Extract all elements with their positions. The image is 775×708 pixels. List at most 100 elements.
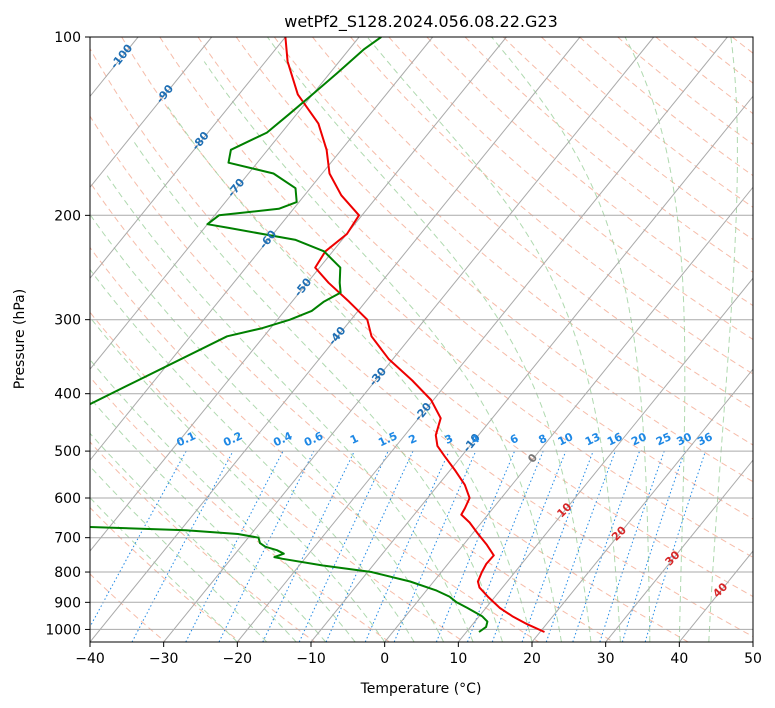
isotherm (531, 368, 753, 642)
dry-adiabat (90, 246, 540, 642)
y-tick-label: 500 (54, 444, 81, 460)
mixing-ratio-line (131, 450, 234, 642)
mixing-ratio-line (325, 450, 414, 642)
dry-adiabat (90, 311, 465, 642)
moist-adiabat (90, 465, 268, 642)
isotherm (90, 37, 581, 642)
x-tick-label: 10 (449, 651, 467, 667)
dry-adiabat (731, 37, 753, 54)
y-tick-label: 400 (54, 387, 81, 403)
dry-adiabat (90, 47, 753, 638)
x-tick-label: −10 (296, 651, 326, 667)
dry-adiabat (464, 37, 753, 273)
y-tick-label: 1000 (45, 622, 81, 638)
isotherm (90, 37, 360, 370)
isotherm (90, 37, 213, 189)
dry-adiabat (388, 37, 753, 341)
dry-adiabat (350, 37, 753, 375)
isotherm (90, 37, 434, 461)
moist-adiabat (90, 268, 415, 642)
dry-adiabat (159, 37, 753, 558)
mixing-ratio-line (262, 450, 355, 642)
x-tick-label: 30 (597, 651, 615, 667)
x-tick-label: 50 (744, 651, 762, 667)
x-tick-label: 40 (670, 651, 688, 667)
mixing-ratio-label: 25 (654, 430, 673, 448)
dry-adiabat-label: 10 (554, 500, 574, 520)
isotherm (236, 37, 728, 642)
moist-adiabat (366, 37, 621, 642)
y-tick-label: 900 (54, 595, 81, 611)
isotherm (90, 37, 507, 552)
dry-adiabat (693, 37, 753, 84)
mixing-ratio-line (545, 450, 616, 642)
mixing-ratio-line (435, 450, 516, 642)
mixing-ratio-label: 10 (556, 430, 576, 448)
isotherm (384, 186, 753, 642)
y-axis-label: Pressure (hPa) (12, 289, 28, 389)
background-lines (0, 37, 775, 642)
x-tick-label: −30 (149, 651, 179, 667)
dewpoint-line (90, 37, 489, 633)
moist-adiabat (708, 37, 738, 642)
moist-adiabat (266, 37, 592, 642)
mixing-ratio-label: 16 (605, 430, 625, 448)
moist-adiabat (491, 37, 651, 642)
dry-adiabat (312, 37, 753, 410)
y-tick-label: 100 (54, 30, 81, 46)
dry-adiabat (770, 37, 775, 642)
dry-adiabat (90, 506, 241, 642)
mixing-ratio-line (491, 450, 567, 642)
mixing-ratio-line (621, 450, 686, 642)
mixing-ratio-label: 0.1 (175, 429, 198, 449)
mixing-ratio-label: 6 (508, 432, 521, 447)
dry-adiabat (617, 37, 753, 145)
mixing-ratio-label: 13 (583, 430, 602, 448)
moist-adiabat (90, 432, 297, 642)
mixing-ratio-label: 8 (537, 432, 549, 447)
x-tick-label: −20 (223, 651, 253, 667)
mixing-ratio-label: 1 (348, 432, 360, 447)
mixing-ratio-line (599, 450, 665, 642)
temperature-line (284, 37, 545, 633)
y-tick-label: 700 (54, 531, 81, 547)
dry-adiabat (121, 37, 753, 598)
mixing-ratio-line (185, 450, 284, 642)
chart-title: wetPf2_S128.2024.056.08.22.G23 (284, 12, 558, 32)
plot-frame (89, 36, 754, 643)
mixing-ratio-line (467, 450, 544, 642)
isotherm (457, 277, 753, 642)
dry-adiabat (235, 37, 753, 483)
mixing-ratio-line (90, 450, 187, 628)
isotherm (163, 37, 655, 642)
y-tick-label: 600 (54, 491, 81, 507)
series-lines (90, 37, 545, 633)
mixing-ratio-label: 0.2 (221, 429, 244, 449)
isotherm (90, 37, 286, 280)
isotherm (605, 459, 753, 642)
dry-adiabat (541, 37, 753, 208)
dry-adiabat (579, 37, 753, 177)
dry-adiabat (273, 37, 753, 446)
x-tick-label: 0 (380, 651, 389, 667)
moist-adiabat (90, 358, 356, 642)
moist-adiabat (90, 397, 327, 642)
moist-adiabat (90, 496, 238, 642)
dry-adiabat (502, 37, 753, 241)
isotherm (0, 37, 64, 642)
mixing-ratio-line (572, 450, 641, 642)
x-tick-label: −40 (75, 651, 105, 667)
mixing-ratio-label: 30 (675, 430, 695, 448)
moist-adiabat (90, 316, 386, 642)
x-tick-label: 20 (523, 651, 541, 667)
dry-adiabat (90, 441, 315, 642)
x-axis-label: Temperature (°C) (360, 681, 482, 697)
mixing-ratio-line (218, 450, 315, 642)
moist-adiabat (165, 104, 533, 642)
moist-adiabat (133, 141, 503, 642)
y-tick-label: 300 (54, 313, 81, 329)
isotherm (752, 641, 753, 642)
y-tick-label: 200 (54, 208, 81, 224)
mixing-ratio-line (644, 450, 706, 642)
